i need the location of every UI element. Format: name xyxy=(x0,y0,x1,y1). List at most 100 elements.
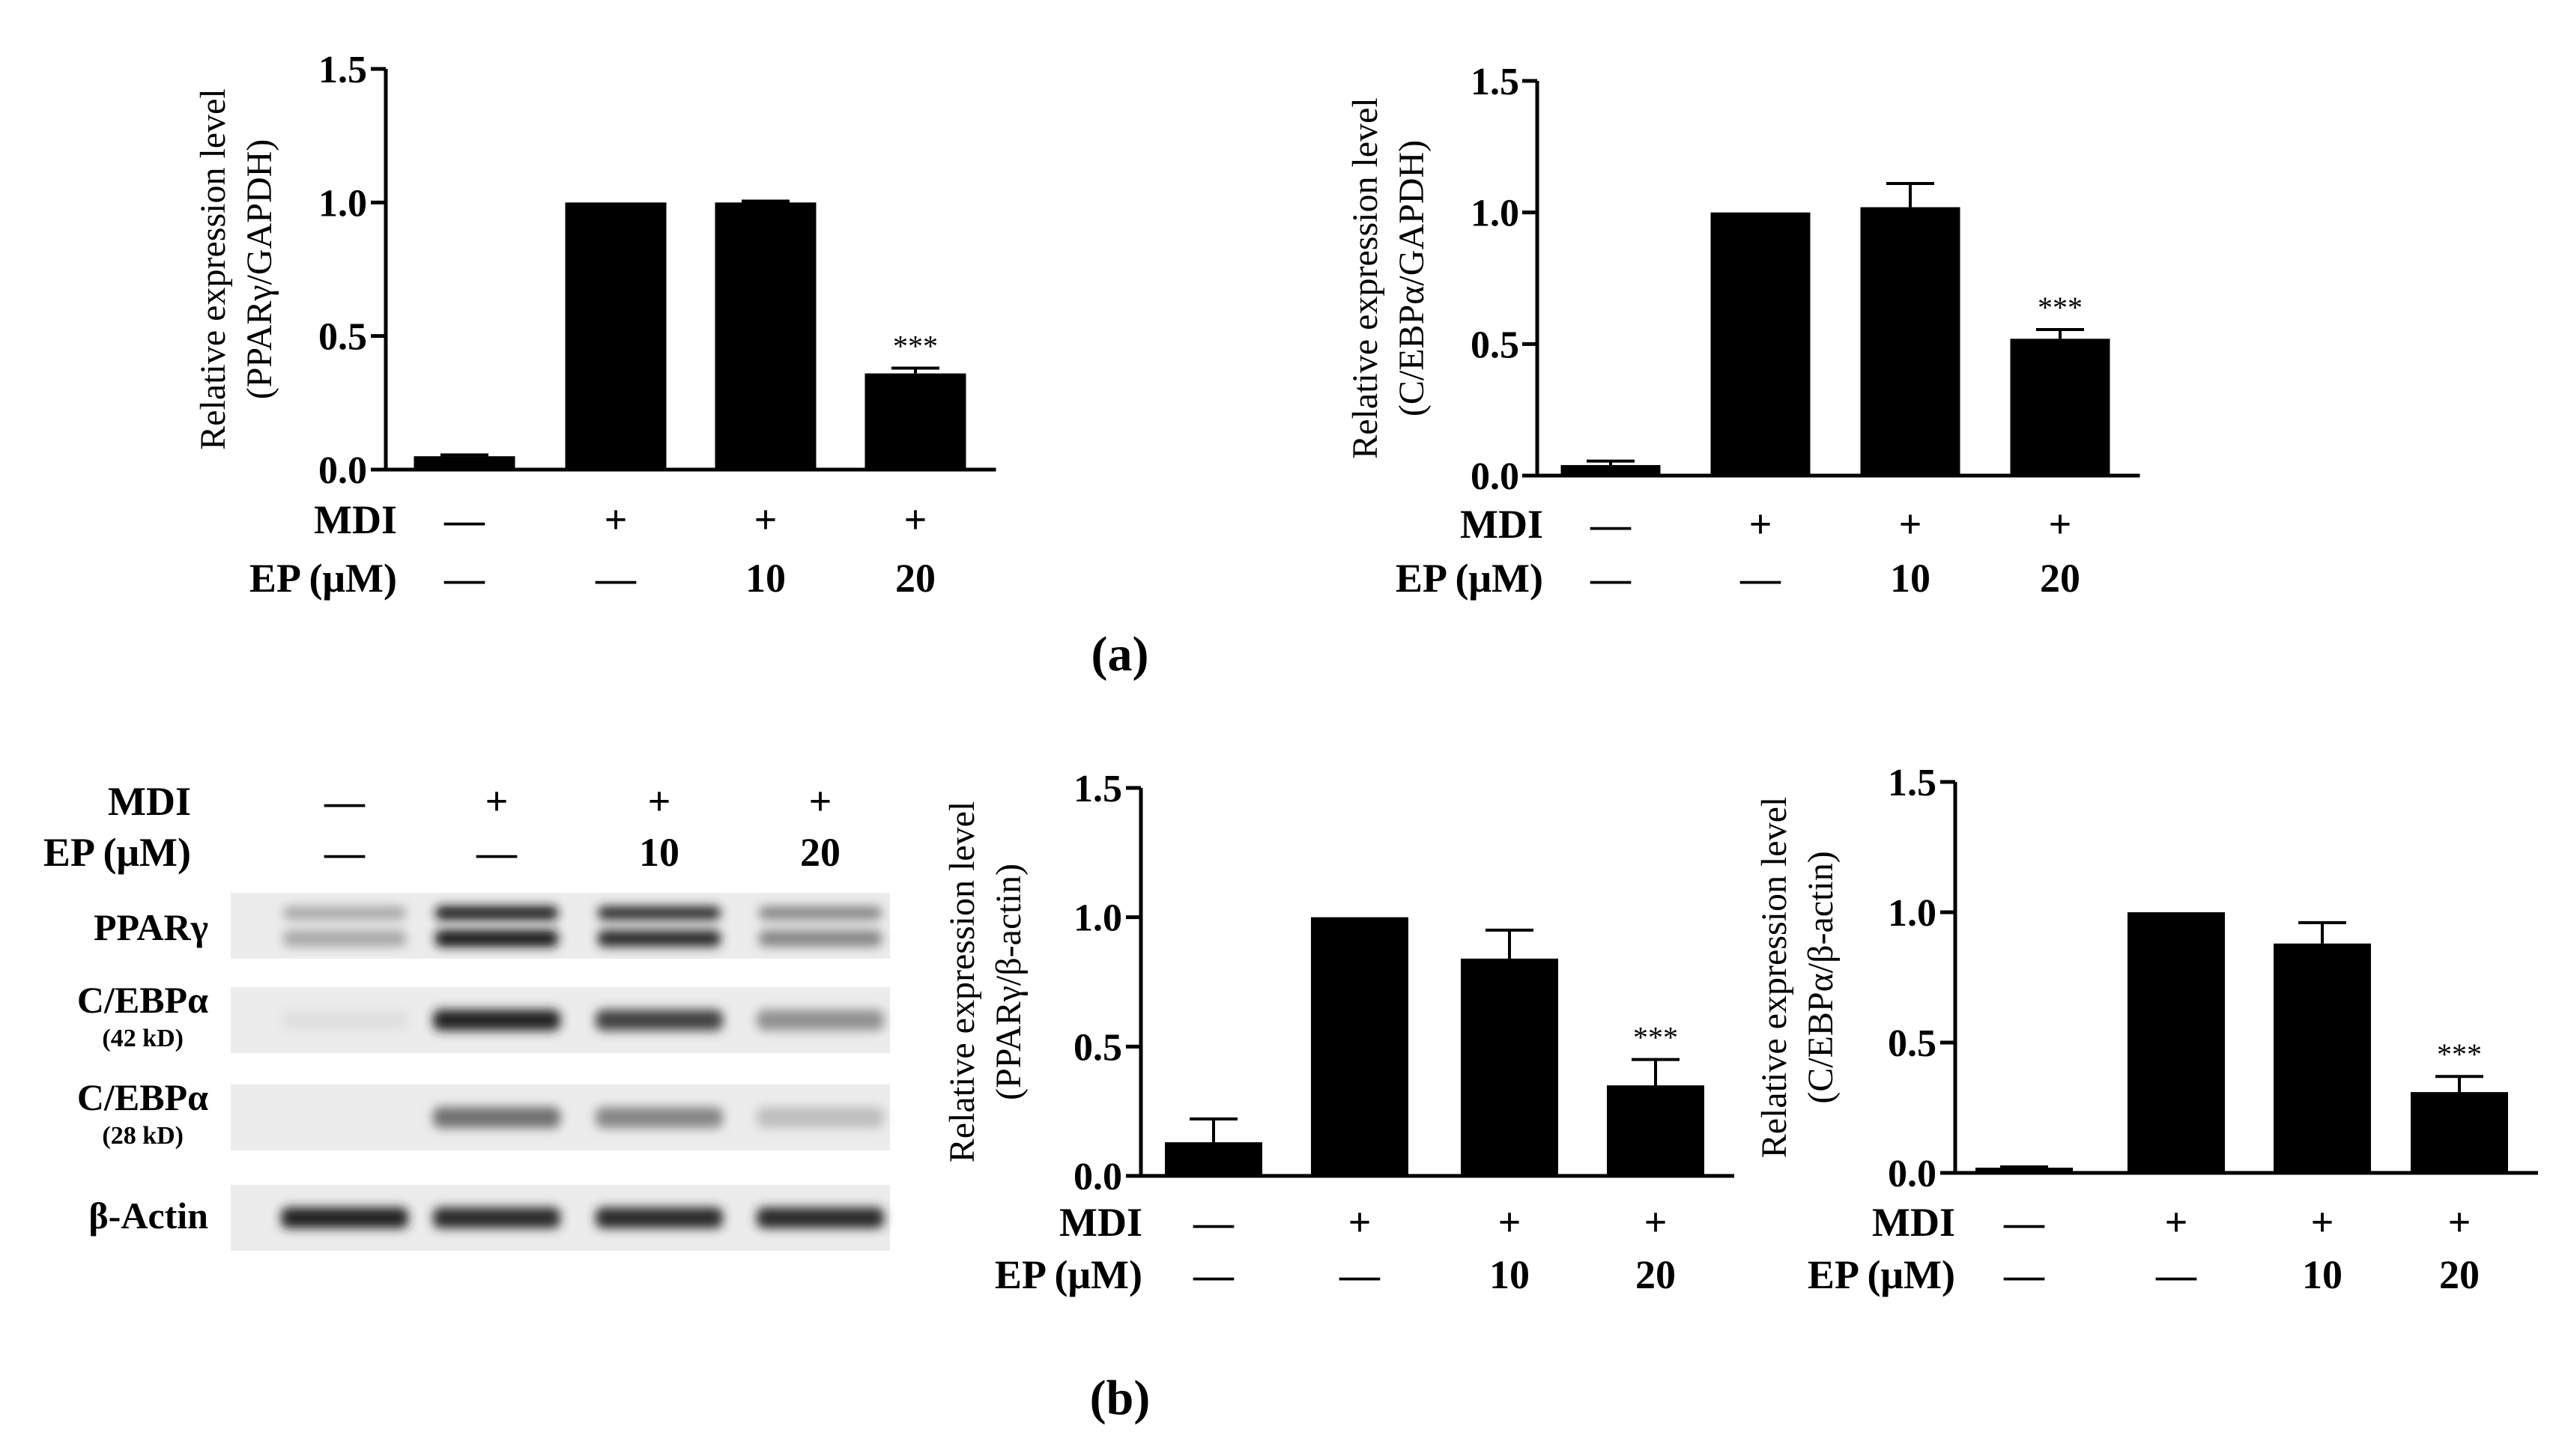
blot-condition-label: EP (μM) xyxy=(43,830,191,875)
significance-mark: *** xyxy=(2437,1037,2482,1071)
bar xyxy=(1710,212,1811,476)
condition-value: — xyxy=(1590,502,1632,547)
condition-label: EP (μM) xyxy=(995,1252,1142,1297)
bar xyxy=(565,202,667,470)
condition-label: EP (μM) xyxy=(1396,556,1543,601)
blot-condition-value: + xyxy=(809,779,832,824)
bar-chart-2: 0.0 0.5 1.0 1.5 Relative expression level (C/… xyxy=(1345,61,2140,601)
condition-value: 10 xyxy=(1489,1252,1530,1297)
condition-value: 20 xyxy=(895,556,936,601)
condition-label: EP (μM) xyxy=(1808,1252,1955,1297)
bar xyxy=(715,202,817,470)
blot-band xyxy=(281,1207,408,1228)
bar xyxy=(2010,339,2110,476)
condition-label: MDI xyxy=(1059,1200,1142,1245)
bar-chart-3: 0.0 0.5 1.0 1.5 Relative expression level (PP… xyxy=(942,768,1734,1297)
y-axis-label-sub: (C/EBPα/β-actin) xyxy=(1801,851,1841,1104)
condition-value: — xyxy=(443,497,485,542)
condition-value: + xyxy=(1899,502,1922,547)
blot-row-label: C/EBPα xyxy=(77,1076,208,1118)
condition-value: — xyxy=(1739,556,1781,601)
blot-condition-value: + xyxy=(648,779,671,824)
condition-value: — xyxy=(2155,1252,2197,1297)
condition-value: + xyxy=(605,497,628,542)
condition-value: — xyxy=(1590,556,1632,601)
condition-value: + xyxy=(754,497,778,542)
bar xyxy=(1165,1142,1262,1176)
blot-band xyxy=(433,1207,560,1228)
bar xyxy=(1461,958,1558,1176)
y-tick-label: 1.5 xyxy=(1073,768,1122,810)
blot-condition-value: — xyxy=(324,830,366,875)
blot-condition-value: 20 xyxy=(800,830,841,875)
y-tick-label: 1.0 xyxy=(1073,897,1122,940)
blot-condition-value: 10 xyxy=(639,830,679,875)
blot-band xyxy=(435,930,558,947)
bar xyxy=(414,456,515,470)
condition-label: MDI xyxy=(314,497,397,542)
y-axis-label: Relative expression level xyxy=(1754,797,1794,1159)
blot-band xyxy=(759,930,882,947)
panel-label-a: (a) xyxy=(1091,627,1149,682)
blot-band xyxy=(596,1010,723,1031)
bar xyxy=(864,373,966,470)
blot-band-group xyxy=(283,906,882,947)
y-tick-label: 0.5 xyxy=(318,316,367,359)
significance-mark: *** xyxy=(1633,1021,1678,1055)
condition-value: 20 xyxy=(2439,1252,2480,1297)
charts-layer: 0.0 0.5 1.0 1.5 Relative expression level (PP… xyxy=(193,49,2538,1297)
condition-label: EP (μM) xyxy=(249,556,397,601)
condition-value: + xyxy=(904,497,927,542)
blot-row-label: β-Actin xyxy=(88,1195,208,1237)
condition-value: 10 xyxy=(2302,1252,2343,1297)
y-axis-label-sub: (C/EBPα/GAPDH) xyxy=(1392,140,1432,416)
condition-value: — xyxy=(595,556,637,601)
bar-chart-1: 0.0 0.5 1.0 1.5 Relative expression level (PP… xyxy=(193,49,996,601)
condition-value: — xyxy=(2003,1200,2045,1245)
blot-band xyxy=(281,1010,408,1031)
condition-value: + xyxy=(1644,1200,1668,1245)
significance-mark: *** xyxy=(2038,291,2083,324)
y-tick-label: 1.0 xyxy=(1471,192,1519,235)
condition-label: MDI xyxy=(1460,502,1543,547)
blot-condition-value: — xyxy=(324,779,366,824)
blot-band-group xyxy=(281,1010,884,1031)
blot-band xyxy=(757,1010,884,1031)
blot-band-group xyxy=(433,1107,884,1128)
blot-condition-value: — xyxy=(476,830,518,875)
panel-labels: (a) (b) xyxy=(1090,627,1151,1425)
bar xyxy=(2411,1092,2508,1173)
blot-band xyxy=(433,1010,560,1031)
blot-band xyxy=(435,906,558,920)
y-tick-label: 1.5 xyxy=(1888,762,1936,804)
y-axis-label-sub: (PPARγ/GAPDH) xyxy=(240,139,279,400)
blot-band xyxy=(596,1107,723,1128)
y-tick-label: 0.5 xyxy=(1888,1022,1936,1065)
condition-value: — xyxy=(1193,1252,1235,1297)
western-blot: MDI — + + + EP (μM) — — 10 20 PPARγ C/EBPα (42 kD) C/… xyxy=(43,779,890,1251)
y-axis-label: Relative expression level xyxy=(942,801,982,1163)
blot-strip xyxy=(231,893,890,959)
condition-label: MDI xyxy=(1872,1200,1955,1245)
condition-value: — xyxy=(1339,1252,1381,1297)
blot-band xyxy=(283,930,406,947)
condition-value: + xyxy=(2311,1200,2334,1245)
blot-band xyxy=(283,906,406,920)
bar xyxy=(2128,912,2225,1173)
y-tick-label: 0.0 xyxy=(1471,455,1519,498)
blot-row-sublabel: (28 kD) xyxy=(102,1122,184,1150)
y-tick-label: 0.0 xyxy=(1073,1156,1122,1198)
y-tick-label: 0.0 xyxy=(1888,1153,1936,1195)
condition-value: 20 xyxy=(2040,556,2080,601)
significance-mark: *** xyxy=(893,329,938,363)
bar xyxy=(1607,1085,1704,1176)
condition-value: — xyxy=(2003,1252,2045,1297)
blot-condition-value: + xyxy=(485,779,509,824)
y-tick-label: 1.0 xyxy=(1888,892,1936,935)
blot-row-label: C/EBPα xyxy=(77,979,208,1021)
y-tick-label: 1.5 xyxy=(318,49,367,91)
blot-row-label: PPARγ xyxy=(94,906,208,948)
blot-band xyxy=(598,906,721,920)
blot-band xyxy=(757,1107,884,1128)
condition-value: + xyxy=(2165,1200,2188,1245)
